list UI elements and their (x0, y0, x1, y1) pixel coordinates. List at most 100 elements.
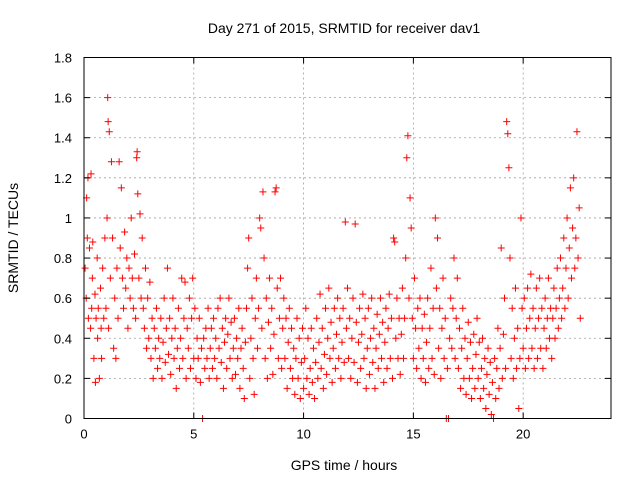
data-point (227, 318, 235, 326)
data-point (325, 284, 333, 292)
data-point (419, 354, 427, 362)
data-point (124, 324, 132, 332)
y-tick-label: 0.4 (54, 331, 72, 346)
y-tick-label: 0.6 (54, 291, 72, 306)
data-point (392, 334, 400, 342)
data-point (554, 324, 562, 332)
data-point (498, 374, 506, 382)
data-point (222, 314, 230, 322)
data-point (436, 304, 444, 312)
data-point (302, 304, 310, 312)
data-point (251, 314, 259, 322)
data-point (517, 214, 525, 222)
data-point (374, 364, 382, 372)
data-point (465, 374, 473, 382)
data-point (522, 324, 530, 332)
data-point (183, 324, 191, 332)
data-point (438, 324, 446, 332)
data-point (137, 294, 145, 302)
data-point (238, 324, 246, 332)
data-point (381, 338, 389, 346)
data-point (291, 390, 299, 398)
data-point (452, 314, 460, 322)
data-point (552, 304, 560, 312)
data-point (262, 294, 270, 302)
data-point (245, 234, 253, 242)
data-point (282, 314, 290, 322)
data-point (172, 384, 180, 392)
data-point (420, 310, 428, 318)
data-point (237, 344, 245, 352)
data-point (358, 330, 366, 338)
data-point (226, 354, 234, 362)
data-point (484, 344, 492, 352)
data-point (281, 354, 289, 362)
data-point (292, 354, 300, 362)
data-point (217, 358, 225, 366)
data-point (340, 358, 348, 366)
data-point (501, 294, 509, 302)
data-point (123, 254, 131, 262)
data-point (145, 334, 153, 342)
data-point (391, 238, 399, 246)
data-point (396, 370, 404, 378)
data-point (571, 264, 579, 272)
data-point (111, 294, 119, 302)
data-point (269, 370, 277, 378)
data-point (499, 330, 507, 338)
data-point (525, 354, 533, 362)
data-point (521, 364, 529, 372)
y-tick-label: 1.8 (54, 51, 72, 66)
data-point (290, 344, 298, 352)
data-point (348, 334, 356, 342)
data-point (122, 284, 130, 292)
data-point (576, 314, 584, 322)
data-point (475, 338, 483, 346)
data-point (278, 364, 286, 372)
data-point (216, 294, 224, 302)
data-point (443, 364, 451, 372)
data-point (564, 294, 572, 302)
data-point (403, 154, 411, 162)
data-point (140, 324, 148, 332)
data-point (150, 324, 158, 332)
data-point (174, 304, 182, 312)
data-point (363, 344, 371, 352)
y-tick-label: 0.8 (54, 251, 72, 266)
data-point (200, 334, 208, 342)
data-point (212, 334, 220, 342)
data-point (371, 384, 379, 392)
data-point (542, 344, 550, 352)
data-point (160, 294, 168, 302)
data-point (351, 220, 359, 228)
data-point (370, 324, 378, 332)
data-point (230, 314, 238, 322)
data-point (155, 334, 163, 342)
data-point (247, 334, 255, 342)
data-point (312, 358, 320, 366)
data-point (413, 364, 421, 372)
data-point (556, 254, 564, 262)
data-point (234, 354, 242, 362)
data-point (437, 374, 445, 382)
data-point (304, 334, 312, 342)
data-point (152, 304, 160, 312)
data-point (114, 314, 122, 322)
data-point (214, 304, 222, 312)
chart-title: Day 271 of 2015, SRMTID for receiver dav… (208, 20, 481, 36)
data-point (182, 374, 190, 382)
data-point (296, 394, 304, 402)
data-point (476, 394, 484, 402)
data-point (267, 344, 275, 352)
data-point (345, 354, 353, 362)
data-point (305, 390, 313, 398)
data-point (378, 354, 386, 362)
data-point (266, 274, 274, 282)
x-axis-label: GPS time / hours (291, 457, 398, 473)
data-point (336, 314, 344, 322)
data-point (249, 354, 257, 362)
data-point (224, 330, 232, 338)
data-point (324, 334, 332, 342)
data-point (188, 314, 196, 322)
data-point (347, 374, 355, 382)
